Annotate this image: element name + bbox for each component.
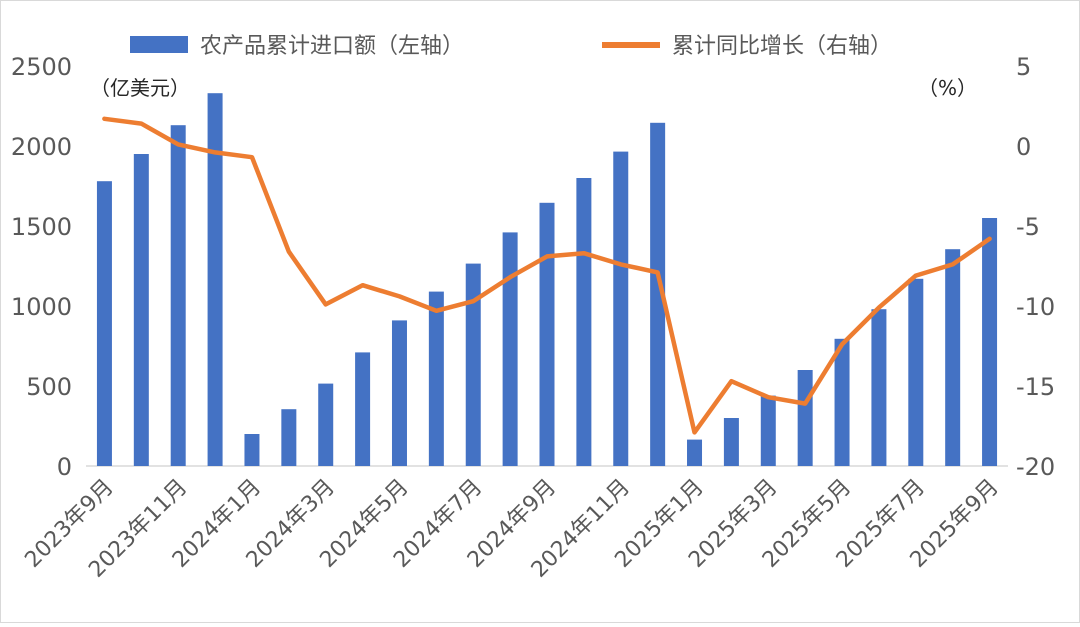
bar <box>945 249 961 466</box>
right-axis-tick-label: -15 <box>1016 373 1055 401</box>
right-axis-tick-label: 0 <box>1016 133 1031 161</box>
bar <box>797 370 813 466</box>
left-axis-unit: （亿美元） <box>90 76 190 100</box>
bar <box>133 154 149 466</box>
legend-label-line: 累计同比增长（右轴） <box>672 34 892 59</box>
bar <box>834 338 850 466</box>
line-path <box>102 116 992 435</box>
right-axis-tick-label: -5 <box>1016 213 1040 241</box>
bar <box>170 125 186 466</box>
bar <box>908 278 924 466</box>
bar <box>871 309 887 466</box>
left-axis-tick-label: 500 <box>26 373 72 401</box>
bar <box>687 439 703 466</box>
legend-label-bar: 农产品累计进口额（左轴） <box>200 34 464 59</box>
left-axis-tick-label: 1000 <box>11 293 72 321</box>
bar <box>760 395 776 466</box>
left-axis-tick-label: 0 <box>57 453 72 481</box>
right-axis-tick-label: -20 <box>1016 453 1055 481</box>
bar <box>723 418 739 466</box>
bar <box>96 181 112 466</box>
bar <box>244 434 260 466</box>
bar <box>391 320 407 466</box>
bar <box>207 93 223 466</box>
left-axis-tick-label: 2500 <box>11 53 72 81</box>
bar <box>576 178 592 466</box>
bar <box>539 202 555 467</box>
bar <box>465 263 481 466</box>
right-axis-unit: （%） <box>918 76 977 100</box>
bar <box>502 232 518 466</box>
line-series <box>102 116 992 435</box>
legend: 农产品累计进口额（左轴） 累计同比增长（右轴） <box>130 34 892 59</box>
right-axis-tick-label: 5 <box>1016 53 1031 81</box>
bar <box>613 151 629 466</box>
bar <box>650 122 666 467</box>
bar <box>318 383 334 466</box>
bar <box>355 352 371 466</box>
legend-swatch-bar <box>130 36 188 53</box>
bar <box>982 218 998 466</box>
right-axis-tick-label: -10 <box>1016 293 1055 321</box>
bar <box>281 409 297 466</box>
left-axis-tick-label: 2000 <box>11 133 72 161</box>
bar-series <box>96 93 998 467</box>
left-axis-tick-label: 1500 <box>11 213 72 241</box>
bar <box>428 291 444 466</box>
